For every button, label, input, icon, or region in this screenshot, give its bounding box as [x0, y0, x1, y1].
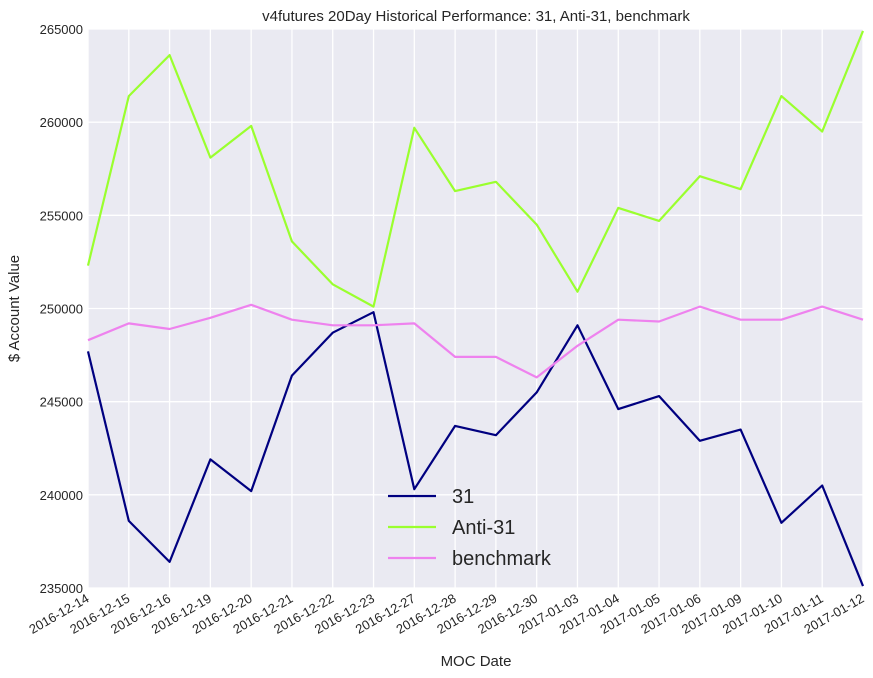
grid-lines [87, 28, 864, 589]
y-tick-label: 245000 [40, 395, 83, 410]
y-tick-label: 265000 [40, 22, 83, 37]
y-tick-label: 255000 [40, 208, 83, 223]
x-axis-title: MOC Date [441, 653, 512, 670]
legend: 31 Anti-31 benchmark [388, 486, 552, 570]
y-tick-labels: 235000 240000 245000 250000 255000 260000 2650… [40, 22, 83, 596]
y-tick-label: 235000 [40, 581, 83, 596]
y-tick-label: 250000 [40, 302, 83, 317]
chart-title: v4futures 20Day Historical Performance: … [262, 8, 690, 25]
legend-label: 31 [452, 486, 474, 508]
y-tick-label: 260000 [40, 115, 83, 130]
legend-label: Anti-31 [452, 517, 515, 539]
y-axis-title: $ Account Value [6, 255, 23, 362]
legend-label: benchmark [452, 548, 552, 570]
y-tick-label: 240000 [40, 488, 83, 503]
series-line-31 [86, 311, 865, 587]
series-lines [86, 30, 865, 587]
series-line-benchmark [87, 303, 864, 379]
series-line-anti-31 [86, 30, 865, 308]
x-tick-labels: 2016-12-142016-12-152016-12-162016-12-19… [26, 591, 866, 637]
